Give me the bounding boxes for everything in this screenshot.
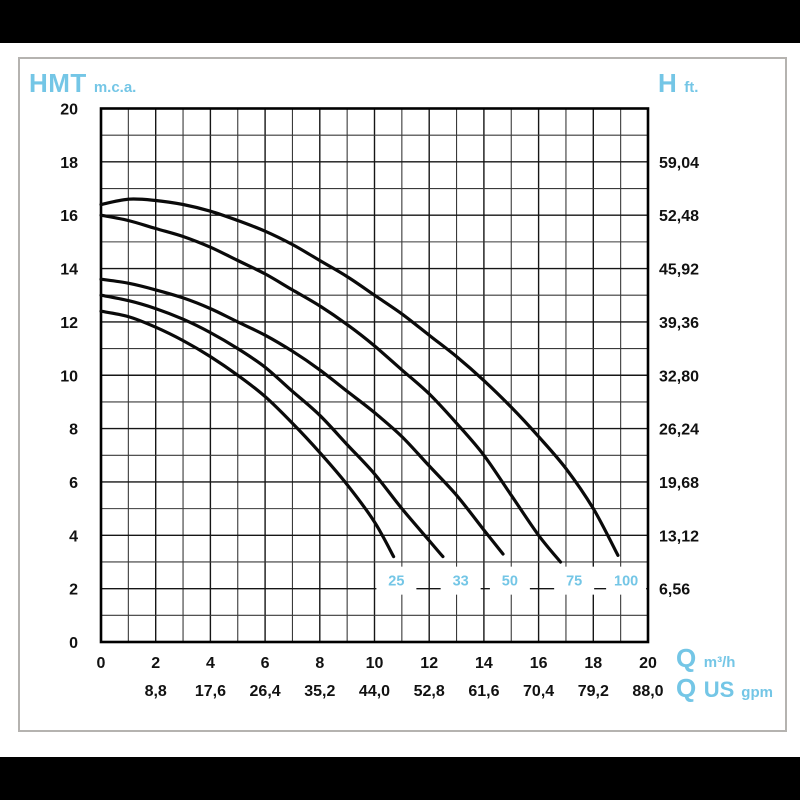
y-tick-right-label: 6,56 [659,582,690,599]
y-tick-right-label: 26,24 [659,422,699,439]
curve-label: 25 [388,574,404,590]
y-tick-right-label: 52,48 [659,208,699,225]
y-tick-right-label: 13,12 [659,528,699,545]
x-tick-label: 10 [366,655,384,672]
curve-label-backing [606,566,647,595]
y-tick-left-label: 14 [60,262,78,279]
x-tick-gpm-label: 44,0 [359,683,390,700]
x-tick-label: 16 [530,655,548,672]
curve-label-backing [440,566,481,595]
pump-curve-33 [99,293,445,559]
x-tick-label: 4 [206,655,215,672]
curve-label: 75 [566,574,582,590]
x-tick-gpm-label: 26,4 [250,683,281,700]
y-tick-right-label: 32,80 [659,368,699,385]
x-tick-gpm-label: 88,0 [632,683,663,700]
left-axis-title: HMT m.c.a. [29,68,136,99]
left-axis-unit-big: HMT [29,68,87,98]
plot-border [99,107,650,644]
right-axis-unit-big: H [658,68,678,98]
curve-label: 33 [453,574,469,590]
curve-label: 50 [502,574,518,590]
y-tick-left-label: 6 [69,475,78,492]
x-axis-title: Q m³/h [676,643,735,674]
y-tick-right-label: 19,68 [659,475,699,492]
y-tick-right-label: 45,92 [659,262,699,279]
y-tick-left-label: 16 [60,208,78,225]
curve-label-backing [489,566,530,595]
pump-curve-75 [99,213,563,564]
x-tick-label: 18 [584,655,602,672]
x-axis-unit-big: Q [676,643,697,673]
x-tick-label: 6 [261,655,270,672]
letterbox-top [0,0,800,43]
y-tick-left-label: 18 [60,155,78,172]
curve-label-backing [376,566,417,595]
y-tick-left-label: 8 [69,422,78,439]
x-tick-label: 0 [97,655,106,672]
x-tick-gpm-label: 52,8 [414,683,445,700]
x-tick-gpm-label: 61,6 [468,683,499,700]
x-axis-secondary-unit-mid: US [703,677,735,702]
x-tick-gpm-label: 8,8 [145,683,167,700]
y-tick-left-label: 10 [60,368,78,385]
y-tick-right-label: 39,36 [659,315,699,332]
chart-frame [18,57,787,732]
right-axis-unit-small: ft. [684,79,699,96]
x-tick-label: 8 [315,655,324,672]
curve-label-backing [554,566,595,595]
curve-label: 100 [614,574,638,590]
pump-curve-100 [99,197,620,557]
left-axis-unit-small: m.c.a. [93,79,137,96]
y-tick-left-label: 2 [69,582,78,599]
y-tick-left-label: 20 [60,102,78,119]
x-axis-unit-small: m³/h [703,654,736,671]
letterbox-bottom [0,757,800,800]
x-axis-secondary-unit-big: Q [676,673,697,703]
x-tick-gpm-label: 70,4 [523,683,554,700]
x-tick-gpm-label: 17,6 [195,683,226,700]
x-tick-label: 12 [420,655,438,672]
x-tick-gpm-label: 79,2 [578,683,609,700]
x-tick-label: 14 [475,655,493,672]
x-axis-secondary-title: Q US gpm [676,673,773,704]
y-tick-left-label: 4 [69,528,78,545]
x-axis-secondary-unit-small: gpm [741,684,773,701]
pump-curve-50 [99,277,505,556]
x-tick-label: 2 [151,655,160,672]
y-tick-left-label: 12 [60,315,78,332]
right-axis-title: H ft. [658,68,698,99]
y-tick-right-label: 59,04 [659,155,699,172]
x-tick-label: 20 [639,655,657,672]
x-tick-gpm-label: 35,2 [304,683,335,700]
pump-curve-25 [99,309,396,559]
y-tick-left-label: 0 [69,635,78,652]
